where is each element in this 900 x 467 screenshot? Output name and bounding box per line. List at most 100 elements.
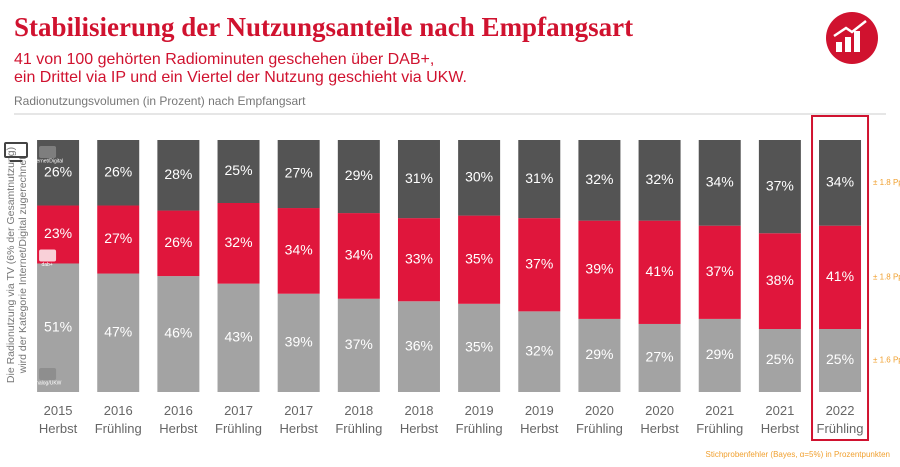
value-label: 34% <box>826 174 854 190</box>
bar-segment <box>758 329 801 392</box>
error-label: ± 1.8 Pp <box>873 272 900 281</box>
value-label: 37% <box>766 177 794 193</box>
x-tick-label: 2017 Herbst <box>280 403 319 436</box>
bar-segment <box>157 210 200 277</box>
value-label: 26% <box>104 163 132 179</box>
series-icon <box>39 368 57 380</box>
x-tick-label: 2018 Herbst <box>400 403 439 436</box>
bar-segment <box>337 298 380 392</box>
legend-entry: dab+ <box>41 262 52 268</box>
series-icon <box>39 146 57 158</box>
value-label: 29% <box>706 346 734 362</box>
value-label: 43% <box>225 329 253 345</box>
bar-segment <box>698 318 741 392</box>
bar-segment <box>277 208 320 294</box>
value-label: 41% <box>646 263 674 279</box>
value-label: 35% <box>465 250 493 266</box>
x-tick-label: 2016 Frühling <box>95 403 142 436</box>
value-label: 36% <box>405 337 433 353</box>
bar-segment <box>397 301 440 392</box>
chart-title: Stabilisierung der Nutzungsanteile nach … <box>14 12 633 42</box>
bar-segment <box>97 273 140 392</box>
value-label: 35% <box>465 339 493 355</box>
value-label: 32% <box>525 342 553 358</box>
bar-segment <box>638 323 681 392</box>
error-label: ± 1.6 Pp <box>873 356 900 365</box>
value-label: 39% <box>285 334 313 350</box>
bar-segment <box>578 220 621 319</box>
value-label: 29% <box>345 167 373 183</box>
y-label: wird der Kategorie Internet/Digital zuge… <box>17 157 29 375</box>
bar-segment <box>518 311 561 392</box>
value-label: 32% <box>585 171 613 187</box>
bar-segment <box>97 205 140 274</box>
bar-segment <box>638 220 681 324</box>
x-tick-label: 2020 Herbst <box>640 403 679 436</box>
value-label: 33% <box>405 250 433 266</box>
value-label: 25% <box>225 162 253 178</box>
bar-segment <box>217 203 260 284</box>
value-label: 46% <box>164 325 192 341</box>
bar-segment <box>277 293 320 392</box>
bar-segment <box>277 140 320 209</box>
value-label: 41% <box>826 268 854 284</box>
bar-segment <box>698 225 741 319</box>
x-tick-label: 2015 Herbst <box>39 403 78 436</box>
value-label: 38% <box>766 272 794 288</box>
bar-segment <box>698 140 741 226</box>
value-label: 25% <box>766 351 794 367</box>
logo <box>826 12 878 64</box>
value-label: 32% <box>225 234 253 250</box>
value-label: 27% <box>285 165 313 181</box>
series-icon <box>39 249 57 262</box>
value-label: 26% <box>44 163 72 179</box>
bar-segment <box>638 140 681 221</box>
value-label: 51% <box>44 318 72 334</box>
x-tick-label: 2021 Frühling <box>696 403 743 436</box>
value-label: 34% <box>706 174 734 190</box>
bar-segment <box>758 140 801 234</box>
y-label: Die Radionutzung via TV (6% der Gesamtnu… <box>5 147 17 383</box>
legend-entry: Analog/UKW <box>33 380 62 386</box>
x-tick-label: 2019 Frühling <box>456 403 503 436</box>
bar-segment <box>337 213 380 299</box>
value-label: 31% <box>525 170 553 186</box>
x-tick-label: 2022 Frühling <box>817 403 864 436</box>
x-tick-label: 2018 Frühling <box>335 403 382 436</box>
value-label: 30% <box>465 169 493 185</box>
error-label: ± 1.8 Pp <box>873 178 900 187</box>
value-label: 37% <box>345 336 373 352</box>
bar-segment <box>518 218 561 312</box>
value-label: 23% <box>44 225 72 241</box>
footnote: Stichprobenfehler (Bayes, α=5%) in Proze… <box>705 450 890 459</box>
bar-segment <box>518 140 561 219</box>
bar-segment <box>97 140 140 206</box>
value-label: 37% <box>706 263 734 279</box>
highlight-box <box>811 115 870 441</box>
bar-segment <box>397 218 440 302</box>
x-tick-label: 2021 Herbst <box>761 403 800 436</box>
value-label: 25% <box>826 351 854 367</box>
bar-segment <box>819 225 862 329</box>
x-tick-label: 2020 Frühling <box>576 403 623 436</box>
axis-note: Radionutzungsvolumen (in Prozent) nach E… <box>14 94 306 108</box>
bar-segment <box>458 215 501 304</box>
x-tick-label: 2019 Herbst <box>520 403 559 436</box>
value-label: 47% <box>104 323 132 339</box>
bar-segment <box>217 140 260 203</box>
x-tick-label: 2017 Frühling <box>215 403 262 436</box>
bar-segment <box>458 303 501 392</box>
bar-segment <box>578 318 621 392</box>
bar-segment <box>458 140 501 216</box>
value-label: 37% <box>525 255 553 271</box>
value-label: 28% <box>164 166 192 182</box>
value-label: 27% <box>646 349 674 365</box>
bar-segment <box>157 276 200 392</box>
bar-segment <box>819 140 862 226</box>
bar-segment <box>337 140 380 214</box>
subtitle: 41 von 100 gehörten Radiominuten gescheh… <box>14 51 434 68</box>
x-tick-label: 2016 Herbst <box>159 403 198 436</box>
legend-entry: Internet/Digital <box>31 158 63 164</box>
bar-segment <box>819 329 862 392</box>
